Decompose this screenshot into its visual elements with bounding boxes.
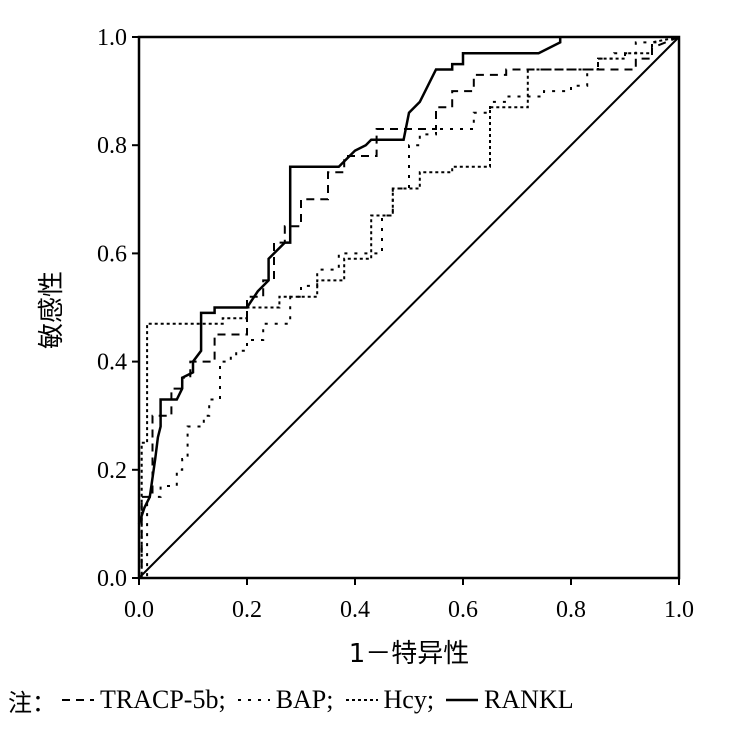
series-line-bap [139, 36, 679, 579]
legend-item-hcy: Hcy; [344, 685, 435, 715]
series-line-tracp5b [139, 36, 680, 579]
legend-label-rankl: RANKL [484, 685, 574, 714]
y-tick-label: 1.0 [97, 25, 127, 51]
x-tick-label: 1.0 [664, 597, 694, 623]
legend-item-bap: BAP; [236, 685, 334, 715]
x-axis-label: 1－特异性 [349, 639, 470, 669]
tick-labels: 0.0 0.2 0.4 0.6 0.8 1.0 0.0 0.2 0.4 0.6 0.8 1.0 [97, 25, 694, 623]
legend-label-bap: BAP; [275, 685, 334, 714]
y-tick-label: 0.4 [97, 350, 127, 376]
series-line-rankl [137, 37, 562, 525]
legend-swatch-hcy [345, 699, 378, 701]
plot-axes [132, 35, 681, 585]
y-axis-label: 敏感性 [37, 271, 67, 349]
y-tick-label: 0.2 [97, 458, 127, 484]
x-tick-label: 0.4 [340, 597, 370, 623]
series-line-hcy [139, 36, 680, 579]
y-tick-label: 0.0 [97, 566, 127, 592]
plot-frame [137, 35, 681, 580]
x-tick-label: 0.8 [556, 597, 586, 623]
legend-swatch-rankl [446, 698, 479, 702]
series-layer [137, 36, 680, 579]
y-tick-label: 0.6 [97, 241, 127, 267]
legend-item-tracp5b: TRACP-5b; [60, 685, 226, 715]
x-tick-label: 0.0 [124, 597, 154, 623]
x-tick-label: 0.6 [448, 597, 478, 623]
legend-prefix: 注： [8, 688, 56, 717]
legend-item-rankl: RANKL [444, 685, 574, 715]
legend-swatch-bap [237, 699, 270, 701]
legend-label-tracp5b: TRACP-5b; [100, 685, 226, 714]
roc-chart: 0.0 0.2 0.4 0.6 0.8 1.0 0.0 0.2 0.4 0.6 0.8 1.0 1－特… [37, 25, 694, 669]
legend-swatch-tracp5b [62, 699, 94, 701]
reference-diagonal-line [138, 36, 680, 579]
legend: 注： TRACP-5b; BAP; Hcy; RANKL [8, 680, 584, 720]
y-tick-label: 0.8 [97, 133, 127, 159]
x-tick-label: 0.2 [232, 597, 262, 623]
legend-label-hcy: Hcy; [383, 685, 435, 714]
